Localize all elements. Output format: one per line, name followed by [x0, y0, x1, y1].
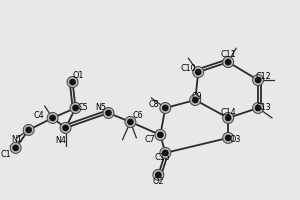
Text: C6: C6	[132, 111, 143, 120]
Circle shape	[106, 110, 111, 116]
Circle shape	[163, 150, 168, 156]
Circle shape	[196, 69, 201, 75]
Circle shape	[125, 116, 136, 127]
Circle shape	[13, 145, 18, 151]
Circle shape	[70, 79, 75, 85]
Text: C14: C14	[220, 108, 236, 117]
Text: O2: O2	[153, 177, 164, 186]
Circle shape	[128, 119, 133, 125]
Circle shape	[193, 67, 204, 78]
Text: C5: C5	[77, 103, 88, 112]
Text: O1: O1	[73, 71, 84, 80]
Circle shape	[160, 147, 171, 158]
Text: C10: C10	[181, 64, 196, 73]
Circle shape	[223, 112, 234, 123]
Circle shape	[223, 57, 234, 68]
Text: N1: N1	[11, 135, 22, 144]
Circle shape	[47, 112, 58, 123]
Text: C11: C11	[220, 50, 236, 59]
Circle shape	[155, 129, 166, 140]
Text: C9: C9	[192, 92, 202, 101]
Text: C12: C12	[255, 72, 271, 81]
Circle shape	[103, 107, 114, 118]
Text: O3: O3	[230, 135, 241, 144]
Text: C13: C13	[255, 103, 271, 112]
Circle shape	[10, 142, 21, 153]
Text: N5: N5	[95, 103, 106, 112]
Circle shape	[253, 102, 264, 113]
Text: C15: C15	[154, 153, 170, 162]
Circle shape	[156, 172, 161, 177]
Circle shape	[50, 115, 55, 121]
Circle shape	[60, 122, 71, 133]
Circle shape	[226, 135, 231, 141]
Text: C1: C1	[0, 150, 11, 159]
Circle shape	[256, 77, 261, 83]
Circle shape	[223, 132, 234, 143]
Circle shape	[26, 127, 31, 133]
Text: C4: C4	[33, 111, 44, 120]
Circle shape	[73, 105, 78, 111]
Circle shape	[226, 115, 231, 121]
Circle shape	[70, 102, 81, 113]
Circle shape	[163, 105, 168, 111]
Circle shape	[160, 102, 171, 113]
Circle shape	[63, 125, 68, 131]
Circle shape	[256, 105, 261, 111]
Text: N4: N4	[55, 136, 66, 145]
Circle shape	[153, 169, 164, 180]
Circle shape	[193, 97, 198, 103]
Circle shape	[253, 75, 264, 86]
Circle shape	[226, 59, 231, 65]
Text: C8: C8	[148, 100, 159, 109]
Circle shape	[23, 124, 34, 135]
Circle shape	[190, 95, 201, 105]
Circle shape	[67, 77, 78, 88]
Text: C7: C7	[145, 135, 156, 144]
Circle shape	[158, 132, 163, 138]
